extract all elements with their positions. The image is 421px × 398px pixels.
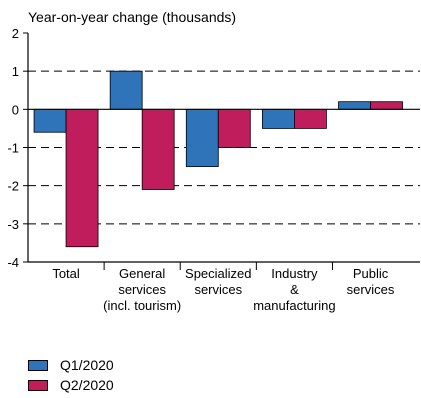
x-axis-labels: Total General services (incl. tourism)Speci… xyxy=(52,266,395,313)
bar-q1-2 xyxy=(185,108,219,167)
bars xyxy=(33,70,403,248)
x-category-label: Public services xyxy=(347,266,395,297)
legend-swatch-q2 xyxy=(28,379,48,391)
bar-q1-4 xyxy=(338,101,371,110)
legend-swatch-q1 xyxy=(28,359,48,371)
x-category-label: General services (incl. tourism) xyxy=(103,266,181,313)
bar-q1-3 xyxy=(262,108,295,129)
y-tick-label: -4 xyxy=(7,255,19,270)
bar-q2-0 xyxy=(65,108,99,248)
y-tick-label: -3 xyxy=(7,217,19,232)
legend: Q1/2020 Q2/2020 xyxy=(28,355,114,395)
bar-q2-1 xyxy=(141,108,175,190)
y-tick-label: 1 xyxy=(12,64,19,79)
x-category-label: Industry & manufacturing xyxy=(253,266,335,313)
bar-q2-2 xyxy=(217,108,251,148)
y-tick-label: -2 xyxy=(7,179,19,194)
bar-q1-1 xyxy=(109,70,143,110)
x-category-label: Specialized services xyxy=(185,266,252,297)
legend-item-q1: Q1/2020 xyxy=(28,355,114,375)
legend-item-q2: Q2/2020 xyxy=(28,375,114,395)
y-tick-label: 2 xyxy=(12,26,19,41)
legend-label-q1: Q1/2020 xyxy=(60,357,114,373)
bar-q2-3 xyxy=(294,108,327,129)
chart-title: Year-on-year change (thousands) xyxy=(28,9,236,25)
y-axis-ticks: 2 1 0 -1 -2 -3 -4 xyxy=(7,26,28,270)
y-tick-label: -1 xyxy=(7,141,19,156)
bar-q1-0 xyxy=(33,108,67,133)
bar-chart: Year-on-year change (thousands) 2 1 0 -1 -2 -… xyxy=(7,9,420,313)
bar-q2-4 xyxy=(370,101,403,110)
legend-label-q2: Q2/2020 xyxy=(60,377,114,393)
y-tick-label: 0 xyxy=(12,102,19,117)
x-category-label: Total xyxy=(52,266,80,281)
